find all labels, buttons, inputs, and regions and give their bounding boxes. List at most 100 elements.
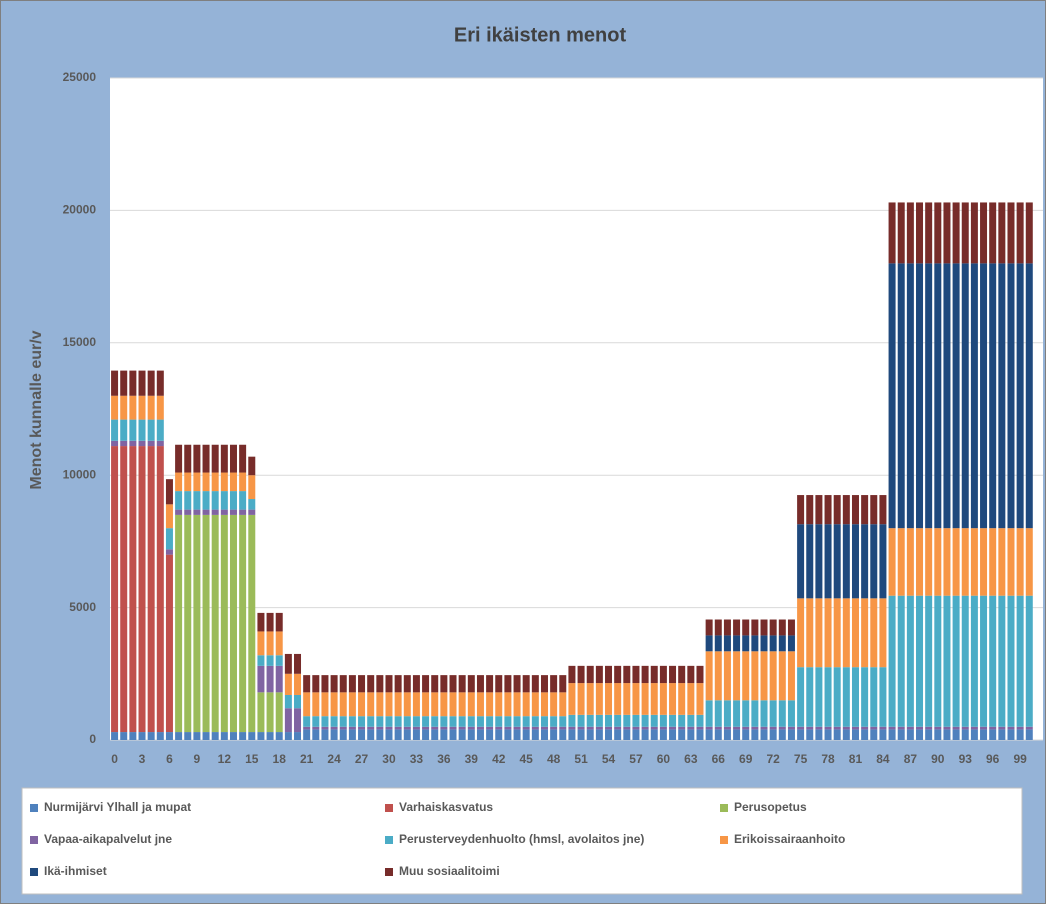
bar-segment bbox=[312, 716, 320, 727]
bar-segment bbox=[815, 726, 823, 730]
bar-segment bbox=[879, 667, 887, 727]
bar-segment bbox=[449, 692, 457, 717]
bar-segment bbox=[175, 732, 183, 740]
bar-segment bbox=[504, 716, 512, 727]
bar-segment bbox=[961, 726, 969, 730]
bar-segment bbox=[623, 726, 631, 730]
bar-segment bbox=[980, 595, 988, 727]
bar-segment bbox=[961, 729, 969, 740]
bar-segment bbox=[595, 714, 603, 727]
bar-segment bbox=[833, 729, 841, 740]
bar-segment bbox=[486, 692, 494, 717]
bar-segment bbox=[111, 440, 119, 447]
bar-segment bbox=[303, 692, 311, 717]
bar-segment bbox=[733, 729, 741, 740]
x-tick-label: 39 bbox=[465, 752, 479, 766]
bar-segment bbox=[184, 472, 192, 492]
bar-segment bbox=[888, 202, 896, 264]
bar-segment bbox=[980, 726, 988, 730]
bar-segment bbox=[970, 595, 978, 727]
legend-swatch bbox=[720, 836, 728, 844]
bar-segment bbox=[495, 675, 503, 693]
bar-segment bbox=[138, 440, 146, 447]
bar-segment bbox=[723, 729, 731, 740]
bar-segment bbox=[458, 692, 466, 717]
bar-segment bbox=[120, 446, 128, 733]
bar-segment bbox=[824, 726, 832, 730]
x-tick-label: 15 bbox=[245, 752, 259, 766]
bar-segment bbox=[531, 729, 539, 740]
bar-segment bbox=[559, 716, 567, 727]
bar-segment bbox=[797, 524, 805, 599]
bar-segment bbox=[851, 726, 859, 730]
bar-segment bbox=[952, 729, 960, 740]
bar-segment bbox=[248, 499, 256, 510]
bar-segment bbox=[696, 714, 704, 727]
bar-segment bbox=[348, 692, 356, 717]
bar-segment bbox=[659, 714, 667, 727]
bar-segment bbox=[888, 595, 896, 727]
bar-segment bbox=[449, 729, 457, 740]
bar-segment bbox=[568, 714, 576, 727]
bar-segment bbox=[742, 729, 750, 740]
bar-segment bbox=[870, 598, 878, 668]
legend-label: Perusterveydenhuolto (hmsl, avolaitos jn… bbox=[399, 832, 644, 846]
bar-segment bbox=[284, 653, 292, 674]
bar-segment bbox=[476, 692, 484, 717]
bar-segment bbox=[769, 726, 777, 730]
bar-segment bbox=[842, 726, 850, 730]
bar-segment bbox=[193, 509, 201, 515]
bar-segment bbox=[879, 729, 887, 740]
bar-segment bbox=[504, 726, 512, 730]
bar-segment bbox=[659, 726, 667, 730]
bar-segment bbox=[175, 509, 183, 515]
bar-segment bbox=[257, 732, 265, 740]
bar-segment bbox=[614, 665, 622, 684]
bar-segment bbox=[577, 729, 585, 740]
bar-segment bbox=[879, 598, 887, 668]
bar-segment bbox=[568, 665, 576, 684]
bar-segment bbox=[650, 665, 658, 684]
bar-segment bbox=[641, 665, 649, 684]
bar-segment bbox=[733, 726, 741, 730]
bar-segment bbox=[678, 665, 686, 684]
bar-segment bbox=[742, 700, 750, 727]
bar-segment bbox=[705, 651, 713, 701]
bar-segment bbox=[403, 729, 411, 740]
bar-segment bbox=[842, 598, 850, 668]
bar-segment bbox=[403, 675, 411, 693]
bar-segment bbox=[1007, 202, 1015, 264]
bar-segment bbox=[595, 729, 603, 740]
bar-segment bbox=[330, 716, 338, 727]
y-tick-label: 25000 bbox=[63, 70, 97, 84]
bar-segment bbox=[440, 729, 448, 740]
bar-segment bbox=[586, 665, 594, 684]
bar-segment bbox=[1025, 726, 1033, 730]
bar-segment bbox=[504, 692, 512, 717]
bar-segment bbox=[540, 726, 548, 730]
y-tick-label: 0 bbox=[89, 732, 96, 746]
bar-segment bbox=[714, 619, 722, 636]
bar-segment bbox=[614, 726, 622, 730]
bar-segment bbox=[376, 716, 384, 727]
x-tick-label: 0 bbox=[111, 752, 118, 766]
bar-segment bbox=[147, 446, 155, 733]
bar-segment bbox=[175, 472, 183, 492]
bar-segment bbox=[385, 716, 393, 727]
bar-segment bbox=[504, 675, 512, 693]
bar-segment bbox=[705, 700, 713, 727]
bar-segment bbox=[705, 635, 713, 652]
x-tick-label: 72 bbox=[766, 752, 780, 766]
bar-segment bbox=[220, 472, 228, 492]
bar-segment bbox=[440, 726, 448, 730]
bar-segment bbox=[916, 595, 924, 727]
bar-segment bbox=[458, 716, 466, 727]
bar-segment bbox=[760, 729, 768, 740]
bar-segment bbox=[916, 726, 924, 730]
y-tick-label: 10000 bbox=[63, 467, 97, 481]
bar-segment bbox=[824, 495, 832, 525]
bar-segment bbox=[815, 729, 823, 740]
bar-segment bbox=[980, 729, 988, 740]
bar-segment bbox=[376, 729, 384, 740]
bar-segment bbox=[888, 528, 896, 596]
